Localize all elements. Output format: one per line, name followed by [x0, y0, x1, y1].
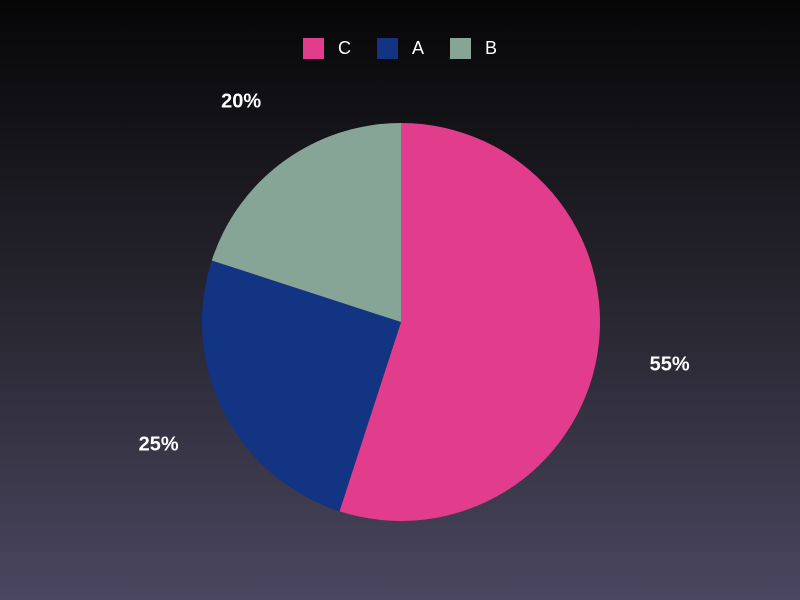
slice-label-c: 55% — [649, 353, 690, 376]
legend-swatch — [302, 38, 324, 59]
legend-label: B — [485, 38, 498, 58]
pie-slice-c — [339, 123, 600, 521]
legend-swatch — [376, 38, 398, 59]
slice-label-a: 25% — [138, 433, 179, 456]
legend-label: C — [337, 38, 351, 58]
pie-slice-a — [202, 260, 401, 512]
slice-label-b: 20% — [221, 90, 262, 113]
legend-item-b: B — [450, 38, 497, 59]
legend-item-c: C — [302, 38, 351, 59]
pie-slice-b — [211, 122, 401, 322]
legend-item-a: A — [376, 38, 424, 59]
legend-label: A — [411, 38, 424, 58]
legend-swatch — [450, 38, 471, 59]
